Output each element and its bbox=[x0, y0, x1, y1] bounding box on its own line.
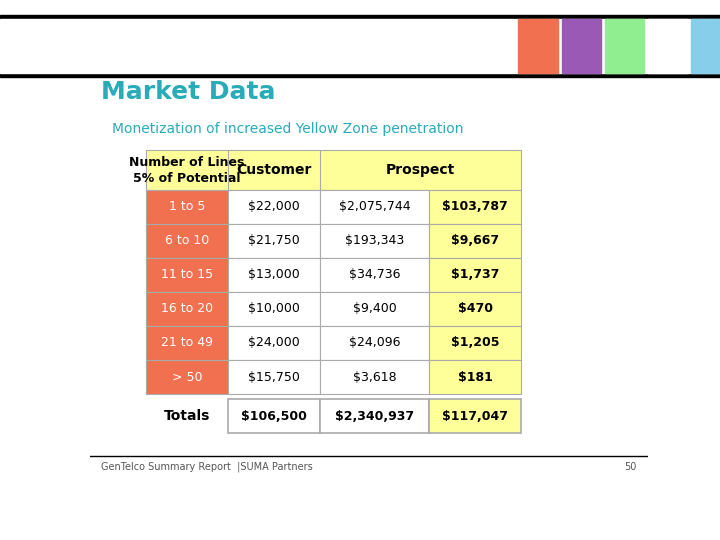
FancyBboxPatch shape bbox=[145, 360, 228, 394]
Text: Prospect: Prospect bbox=[386, 163, 455, 177]
FancyBboxPatch shape bbox=[430, 258, 521, 292]
FancyBboxPatch shape bbox=[228, 190, 320, 224]
Text: Number of Lines: Number of Lines bbox=[130, 156, 245, 169]
Text: Market Data: Market Data bbox=[101, 80, 276, 104]
Text: $9,667: $9,667 bbox=[451, 234, 499, 247]
FancyBboxPatch shape bbox=[145, 224, 228, 258]
Text: $2,340,937: $2,340,937 bbox=[335, 410, 414, 423]
FancyBboxPatch shape bbox=[228, 326, 320, 360]
FancyBboxPatch shape bbox=[430, 360, 521, 394]
FancyBboxPatch shape bbox=[228, 399, 320, 433]
FancyBboxPatch shape bbox=[228, 292, 320, 326]
Text: $117,047: $117,047 bbox=[442, 410, 508, 423]
FancyBboxPatch shape bbox=[145, 292, 228, 326]
FancyBboxPatch shape bbox=[430, 190, 521, 224]
FancyBboxPatch shape bbox=[430, 399, 521, 433]
Text: $181: $181 bbox=[458, 370, 492, 383]
FancyBboxPatch shape bbox=[228, 360, 320, 394]
Text: $15,750: $15,750 bbox=[248, 370, 300, 383]
Text: $1,205: $1,205 bbox=[451, 336, 500, 349]
Text: $13,000: $13,000 bbox=[248, 268, 300, 281]
Text: $24,000: $24,000 bbox=[248, 336, 300, 349]
FancyBboxPatch shape bbox=[320, 258, 430, 292]
Text: $9,400: $9,400 bbox=[353, 302, 397, 315]
FancyBboxPatch shape bbox=[228, 258, 320, 292]
FancyBboxPatch shape bbox=[430, 224, 521, 258]
FancyBboxPatch shape bbox=[145, 190, 228, 224]
Text: $193,343: $193,343 bbox=[345, 234, 404, 247]
FancyBboxPatch shape bbox=[145, 258, 228, 292]
Text: $10,000: $10,000 bbox=[248, 302, 300, 315]
Text: Customer: Customer bbox=[236, 163, 312, 177]
Text: $3,618: $3,618 bbox=[353, 370, 397, 383]
FancyBboxPatch shape bbox=[228, 224, 320, 258]
Text: 1 to 5: 1 to 5 bbox=[168, 200, 205, 213]
Text: 11 to 15: 11 to 15 bbox=[161, 268, 213, 281]
Text: > 50: > 50 bbox=[172, 370, 202, 383]
Text: 16 to 20: 16 to 20 bbox=[161, 302, 213, 315]
FancyBboxPatch shape bbox=[145, 150, 521, 190]
Text: $2,075,744: $2,075,744 bbox=[339, 200, 410, 213]
FancyBboxPatch shape bbox=[145, 326, 228, 360]
Text: 50: 50 bbox=[624, 462, 637, 472]
FancyBboxPatch shape bbox=[320, 224, 430, 258]
Text: 21 to 49: 21 to 49 bbox=[161, 336, 213, 349]
FancyBboxPatch shape bbox=[320, 292, 430, 326]
Text: $106,500: $106,500 bbox=[241, 410, 307, 423]
Text: $24,096: $24,096 bbox=[348, 336, 400, 349]
Text: GenTelco Summary Report  |SUMA Partners: GenTelco Summary Report |SUMA Partners bbox=[101, 462, 313, 472]
FancyBboxPatch shape bbox=[320, 190, 430, 224]
FancyBboxPatch shape bbox=[320, 360, 430, 394]
Text: $470: $470 bbox=[458, 302, 492, 315]
FancyBboxPatch shape bbox=[430, 326, 521, 360]
Text: $103,787: $103,787 bbox=[442, 200, 508, 213]
Text: Monetization of increased Yellow Zone penetration: Monetization of increased Yellow Zone pe… bbox=[112, 122, 464, 136]
Text: 5% of Potential: 5% of Potential bbox=[133, 172, 240, 185]
Text: $34,736: $34,736 bbox=[348, 268, 400, 281]
FancyBboxPatch shape bbox=[430, 292, 521, 326]
Text: Totals: Totals bbox=[163, 409, 210, 423]
Text: 6 to 10: 6 to 10 bbox=[165, 234, 209, 247]
FancyBboxPatch shape bbox=[320, 326, 430, 360]
Text: $21,750: $21,750 bbox=[248, 234, 300, 247]
Text: $22,000: $22,000 bbox=[248, 200, 300, 213]
FancyBboxPatch shape bbox=[320, 399, 430, 433]
Text: $1,737: $1,737 bbox=[451, 268, 500, 281]
